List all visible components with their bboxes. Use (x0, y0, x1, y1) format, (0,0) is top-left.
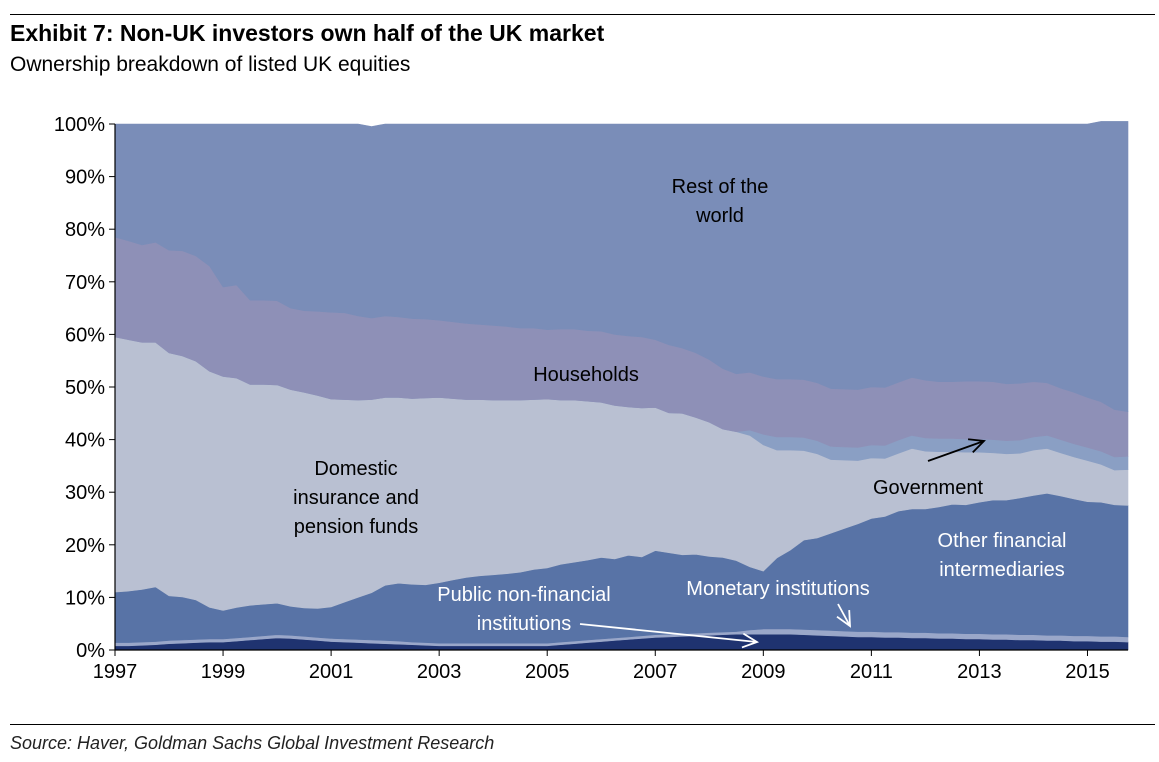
y-tick-label: 40% (65, 430, 105, 452)
y-tick-label: 70% (65, 272, 105, 294)
x-tick-label: 2001 (309, 661, 354, 683)
top-rule (10, 14, 1155, 15)
bottom-rule (10, 724, 1155, 725)
label-insurance: Domestic insurance and pension funds (293, 458, 419, 538)
y-tick-label: 0% (76, 640, 105, 662)
y-tick-label: 10% (65, 587, 105, 609)
y-tick-label: 60% (65, 324, 105, 346)
arrow-monetary (836, 603, 851, 628)
annotations: Rest of the world Households Domestic insura… (293, 176, 1067, 649)
arrow-public-nonfinancial (579, 623, 760, 649)
x-tick-label: 2009 (741, 661, 786, 683)
x-tick-label: 1997 (93, 661, 138, 683)
label-government: Government (873, 477, 983, 499)
y-tick-label: 90% (65, 167, 105, 189)
y-tick-label: 30% (65, 482, 105, 504)
y-tick-label: 80% (65, 219, 105, 241)
x-tick-label: 2015 (1065, 661, 1110, 683)
axes: 0% 10% 20% 30% 40% 50% 60% 70% 80% 90% 100% 1997 199… (54, 114, 1128, 683)
label-monetary: Monetary institutions (686, 578, 869, 600)
x-tick-label: 1999 (201, 661, 246, 683)
label-other-fin: Other financial intermediaries (938, 530, 1067, 581)
chart-title: Exhibit 7: Non-UK investors own half of … (10, 20, 605, 46)
x-tick-label: 2005 (525, 661, 570, 683)
source-note: Source: Haver, Goldman Sachs Global Inve… (10, 733, 495, 753)
x-tick-label: 2011 (850, 661, 893, 683)
x-tick-label: 2013 (957, 661, 1002, 683)
label-rest-of-world: Rest of the world (672, 176, 769, 227)
area-rest-of-world (114, 121, 1129, 413)
label-households: Households (533, 364, 639, 386)
y-tick-label: 50% (65, 377, 105, 399)
chart-subtitle: Ownership breakdown of listed UK equitie… (10, 53, 411, 76)
x-tick-label: 2007 (633, 661, 678, 683)
x-tick-label: 2003 (417, 661, 462, 683)
area-layers (114, 121, 1129, 651)
label-public: Public non-financial institutions (437, 584, 610, 635)
y-tick-label: 100% (54, 114, 105, 136)
arrow-government (927, 438, 986, 462)
y-tick-label: 20% (65, 535, 105, 557)
